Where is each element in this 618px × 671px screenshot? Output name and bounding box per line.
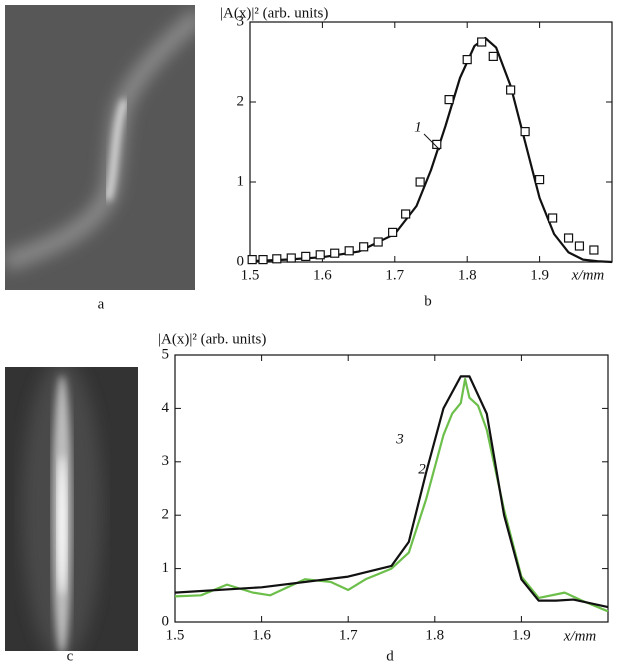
data-point (462, 54, 472, 65)
data-point (272, 254, 282, 264)
x-axis-label: x/mm (571, 267, 605, 283)
image-label: c (67, 648, 74, 664)
y-tick-label: 1 (237, 173, 245, 189)
x-tick-label: 1.7 (385, 267, 404, 283)
y-tick-label: 3 (237, 13, 245, 29)
y-tick-label: 1 (162, 560, 170, 576)
data-line (174, 375, 609, 609)
x-tick-label: 1.5 (166, 627, 185, 643)
y-tick-label: 0 (237, 253, 245, 269)
y-tick-label: 2 (237, 93, 245, 109)
curve-label: 2 (418, 461, 426, 477)
x-tick-label: 1.9 (512, 627, 531, 643)
data-point (344, 246, 354, 256)
curve-label: 1 (414, 119, 422, 135)
y-axis-label: |A(x)|² (arb. units) (158, 331, 266, 347)
data-point (373, 237, 383, 247)
plot-frame (249, 21, 613, 263)
data-point (444, 94, 454, 105)
x-tick-label: 1.6 (313, 267, 332, 283)
x-tick-label: 1.9 (530, 267, 549, 283)
data-line (174, 377, 609, 613)
x-tick-label: 1.8 (425, 627, 444, 643)
curve-label: 3 (395, 431, 404, 447)
y-tick-label: 3 (162, 453, 170, 469)
data-point (388, 227, 398, 237)
panel-label: d (386, 648, 394, 664)
data-point (401, 209, 411, 219)
data-point (247, 255, 257, 265)
x-axis-label: x/mm (563, 628, 597, 644)
y-tick-label: 4 (162, 400, 170, 416)
panel-label: b (424, 293, 432, 309)
data-point (286, 253, 296, 263)
data-point (589, 245, 599, 255)
data-point (488, 51, 498, 62)
plot-frame (174, 354, 609, 623)
data-point (415, 177, 425, 187)
image-label: a (98, 296, 105, 312)
x-tick-label: 1.7 (339, 627, 358, 643)
data-line (249, 36, 613, 264)
data-point (548, 213, 558, 223)
data-point (359, 242, 369, 252)
data-point (506, 85, 516, 95)
data-point (258, 255, 268, 265)
y-tick-label: 0 (162, 613, 170, 629)
x-tick-label: 1.5 (241, 267, 260, 283)
data-point (520, 126, 530, 137)
data-point (534, 175, 545, 185)
data-point (301, 251, 311, 261)
image-c (5, 367, 138, 651)
y-tick-label: 5 (162, 346, 170, 362)
image-a (5, 5, 195, 290)
data-point (477, 37, 487, 47)
x-tick-label: 1.8 (458, 267, 477, 283)
y-axis-label: |A(x)|² (arb. units) (220, 5, 328, 21)
data-point (563, 233, 574, 243)
data-point (315, 250, 325, 260)
x-tick-label: 1.6 (252, 627, 271, 643)
data-point (432, 139, 442, 149)
leader-line (423, 133, 441, 151)
data-point (330, 248, 340, 258)
data-point (574, 241, 585, 251)
y-tick-label: 2 (162, 507, 170, 523)
